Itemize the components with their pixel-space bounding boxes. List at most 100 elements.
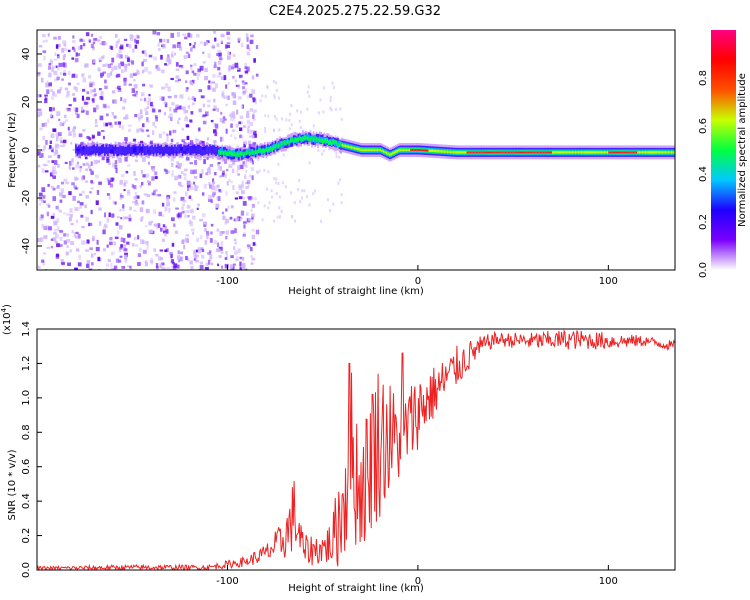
spectrogram-cell bbox=[182, 33, 186, 36]
spectrogram-cell bbox=[105, 113, 109, 117]
spectrogram-cell bbox=[80, 176, 83, 181]
spectrogram-cell bbox=[68, 82, 71, 86]
spectrogram-cell bbox=[114, 33, 118, 38]
spectrogram-cell bbox=[51, 166, 56, 172]
spectrogram-cell bbox=[251, 203, 255, 208]
spectrogram-cell bbox=[91, 81, 95, 86]
spectrogram-cell bbox=[431, 149, 434, 152]
spectrogram-cell bbox=[189, 146, 191, 156]
spectrogram-cell bbox=[218, 149, 220, 154]
spectrogram-cell bbox=[141, 239, 145, 245]
spectrogram-cell bbox=[63, 53, 66, 58]
spectrogram-cell bbox=[245, 150, 248, 155]
spectrogram-cell bbox=[41, 199, 44, 203]
spectrogram-cell bbox=[225, 128, 228, 134]
spectrogram-cell bbox=[605, 151, 607, 154]
spectrogram-cell bbox=[230, 117, 233, 121]
spectrogram-cell bbox=[244, 151, 246, 156]
spectrogram-cell bbox=[197, 247, 202, 250]
spectrogram-cell bbox=[352, 146, 354, 149]
spectrogram-cell bbox=[114, 201, 117, 205]
spectrogram-cell bbox=[230, 114, 233, 118]
spectrogram-cell bbox=[171, 261, 175, 265]
spectrogram-cell bbox=[159, 257, 164, 261]
spectrogram-cell bbox=[142, 58, 147, 62]
spectrogram-cell bbox=[364, 148, 367, 152]
spectrogram-cell bbox=[232, 75, 235, 79]
spectrogram-cell bbox=[548, 151, 551, 154]
spectrogram-cell bbox=[208, 80, 211, 84]
spectrogram-cell bbox=[217, 161, 221, 165]
spectrogram-cell bbox=[76, 113, 80, 119]
spectrogram-cell bbox=[300, 196, 303, 200]
spectrogram-cell bbox=[317, 148, 320, 152]
spectrogram-cell bbox=[213, 105, 217, 111]
spectrogram-cell bbox=[339, 150, 342, 154]
spectrogram-cell bbox=[128, 214, 132, 218]
spectrogram-cell bbox=[74, 235, 78, 239]
spectrogram-cell bbox=[224, 173, 227, 179]
spectrogram-cell bbox=[204, 75, 208, 81]
spectrogram-cell bbox=[339, 178, 342, 182]
spectrogram-cell bbox=[280, 209, 283, 213]
spectrogram-cell bbox=[245, 181, 249, 185]
spectrogram-cell bbox=[47, 183, 50, 187]
spectrogram-cell bbox=[55, 65, 58, 68]
spectrogram-cell bbox=[171, 145, 173, 155]
spectrogram-cell bbox=[178, 174, 182, 179]
spectrogram-cell bbox=[88, 137, 92, 141]
spectrogram-cell bbox=[203, 114, 207, 117]
spectrogram-cell bbox=[216, 107, 219, 112]
spectrogram-cell bbox=[169, 268, 172, 270]
spectrogram-cell bbox=[166, 133, 169, 137]
spectrogram-cell bbox=[632, 151, 635, 154]
spectrogram-cell bbox=[160, 144, 163, 154]
spectrogram-cell bbox=[211, 182, 214, 186]
spectrogram-cell bbox=[59, 236, 63, 241]
spectrogram-cell bbox=[207, 85, 212, 90]
spectrogram-cell bbox=[165, 169, 168, 175]
spectrogram-cell bbox=[78, 254, 82, 260]
spectrogram-cell bbox=[66, 213, 71, 216]
spectrogram-cell bbox=[221, 147, 223, 154]
spectrogram-cell bbox=[243, 232, 246, 236]
spectrogram-cell bbox=[46, 211, 49, 217]
spectrogram-cell bbox=[59, 86, 63, 91]
spectrogram-cell bbox=[101, 156, 105, 161]
spectrogram-cell bbox=[176, 161, 180, 165]
spectrogram-cell bbox=[186, 210, 190, 213]
spectrogram-cell bbox=[194, 154, 199, 160]
spectrogram-cell bbox=[73, 97, 77, 102]
spectrogram-cell bbox=[61, 47, 65, 53]
spectrogram-cell bbox=[273, 96, 276, 100]
spectrogram-cell bbox=[177, 43, 182, 48]
spectrogram-cell bbox=[146, 194, 151, 198]
spectrogram-cell bbox=[77, 262, 82, 267]
spectrogram-cell bbox=[222, 120, 225, 124]
spectrogram-cell bbox=[39, 218, 43, 221]
spectrogram-cell bbox=[238, 153, 240, 158]
spectrogram-cell bbox=[319, 98, 322, 102]
spectrogram-cell bbox=[319, 219, 322, 223]
spectrogram-cell bbox=[140, 146, 143, 156]
spectrogram-cell bbox=[84, 204, 87, 209]
spectrogram-cell bbox=[176, 255, 181, 260]
spectrogram-cell bbox=[216, 228, 220, 232]
spectrogram-cell bbox=[132, 138, 137, 142]
spectrogram-cell bbox=[553, 151, 556, 154]
spectrogram-cell bbox=[79, 144, 82, 154]
spectrogram-cell bbox=[133, 185, 137, 190]
spectrogram-cell bbox=[53, 231, 57, 235]
spectrogram-cell bbox=[234, 136, 237, 140]
spectrogram-y-tick-label: -40 bbox=[21, 238, 32, 254]
spectrogram-cell bbox=[73, 185, 77, 188]
spectrogram-cell bbox=[329, 209, 332, 213]
spectrogram-cell bbox=[230, 268, 235, 270]
spectrogram-x-ticks: -100 0 100 bbox=[216, 265, 618, 287]
spectrogram-cell bbox=[57, 43, 61, 48]
spectrogram-cell bbox=[124, 180, 128, 185]
spectrogram-cell bbox=[39, 155, 42, 159]
spectrogram-cell bbox=[99, 42, 102, 45]
spectrogram-cell bbox=[251, 149, 254, 154]
